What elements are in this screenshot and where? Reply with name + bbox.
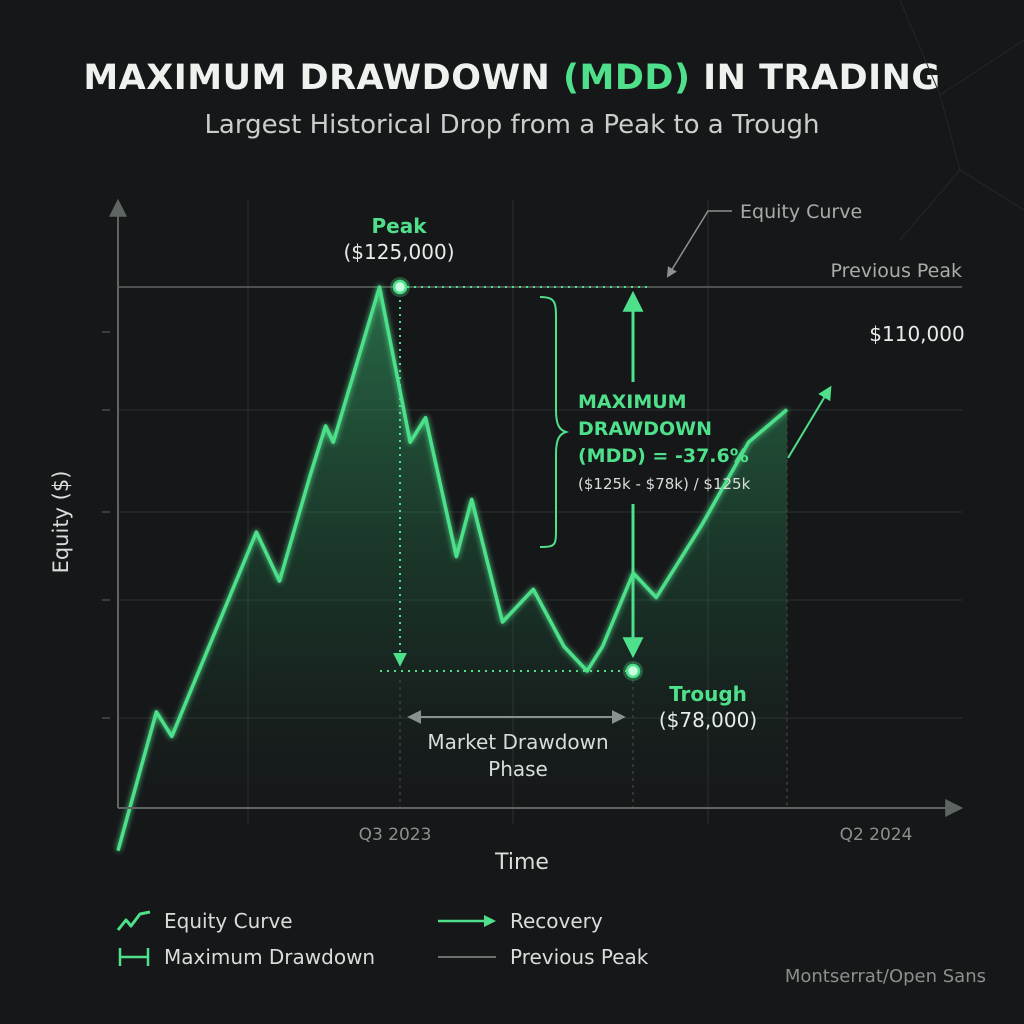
recovery-arrow-icon	[438, 915, 496, 927]
x-axis-label: Time	[494, 850, 549, 875]
trough-label: Trough	[669, 682, 747, 706]
mdd-title-line1: MAXIMUM	[578, 391, 687, 413]
mdd-formula: ($125k - $78k) / $125k	[578, 475, 751, 493]
equity-curve-callout: Equity Curve	[740, 201, 862, 223]
peak-value: ($125,000)	[343, 240, 454, 264]
phase-label-1: Market Drawdown	[427, 730, 608, 754]
equity-curve-line	[116, 285, 789, 852]
end-value-label: $110,000	[869, 322, 964, 346]
previous-peak-label: Previous Peak	[831, 260, 962, 282]
legend-label-previous-peak: Previous Peak	[510, 945, 649, 969]
trough-value: ($78,000)	[659, 708, 757, 732]
page-title: MAXIMUM DRAWDOWN (MDD) IN TRADING	[83, 58, 941, 98]
y-axis-label: Equity ($)	[49, 471, 73, 574]
recovery-arrow	[787, 385, 832, 459]
trough-dot	[625, 663, 641, 679]
y-ticks	[102, 331, 110, 719]
legend-label-maximum-drawdown: Maximum Drawdown	[164, 945, 376, 969]
mdd-brace	[539, 296, 570, 548]
legend-item-recovery: Recovery	[436, 906, 603, 936]
phase-label-2: Phase	[488, 757, 548, 781]
peak-dot	[392, 279, 408, 295]
x-tick-q2-2024: Q2 2024	[840, 825, 913, 845]
mdd-title-line3: (MDD) = -37.6%	[578, 445, 749, 467]
previous-peak-line-icon	[438, 956, 496, 958]
page-subtitle: Largest Historical Drop from a Peak to a…	[204, 110, 820, 140]
equity-curve-icon	[116, 910, 151, 931]
x-tick-q3-2023: Q3 2023	[359, 825, 432, 845]
legend-item-previous-peak: Previous Peak	[436, 942, 648, 972]
equity-area	[118, 287, 787, 851]
legend-item-maximum-drawdown: Maximum Drawdown	[116, 942, 375, 972]
legend-item-equity-curve: Equity Curve	[116, 906, 293, 936]
decorative-lines	[899, 0, 1024, 241]
equity-curve-callout-line	[666, 210, 732, 278]
mdd-title-line2: DRAWDOWN	[578, 418, 712, 440]
legend-label-recovery: Recovery	[510, 909, 603, 933]
drawdown-range-icon	[118, 948, 150, 966]
legend: Equity Curve Maximum Drawdown	[116, 904, 446, 984]
legend-label-equity-curve: Equity Curve	[164, 909, 293, 933]
legend-right: Recovery Previous Peak	[436, 904, 696, 984]
peak-label: Peak	[371, 214, 427, 238]
grid	[118, 200, 962, 824]
font-credit: Montserrat/Open Sans	[784, 966, 986, 987]
